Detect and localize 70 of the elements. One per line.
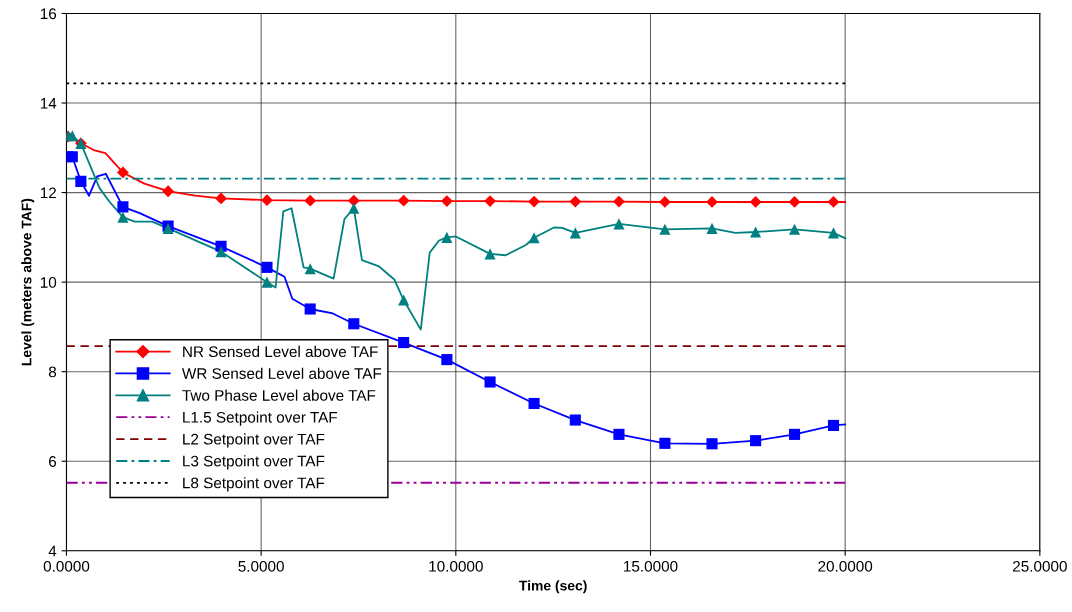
point [398,294,410,306]
point [441,354,453,366]
point [440,195,453,207]
point [304,303,316,315]
point [827,419,840,431]
point [441,231,453,243]
point [66,130,78,142]
y-tick-label: 10 [40,277,57,288]
point [788,428,801,440]
y-tick-label: 12 [40,187,56,199]
y-tick-label: 14 [40,98,57,109]
point [215,192,227,205]
point [484,195,496,207]
point [261,194,273,207]
legend-label: Two Phase Level above TAF [182,389,376,401]
point [613,195,625,208]
point [706,438,718,450]
legend-label: L8 Setpoint over TAF [183,477,325,492]
point [162,185,174,198]
point [569,195,582,208]
point [348,318,360,330]
point [215,246,227,258]
point [261,261,273,273]
legend-label: WR Sensed Level above TAF [181,367,382,379]
point [613,218,625,230]
x-tick-label: 0.0000 [43,560,90,572]
point [484,376,496,388]
point [659,223,671,235]
y-tick-label: 4 [48,545,57,557]
point [827,227,840,239]
point [788,196,801,208]
point [569,414,581,426]
point [398,337,410,349]
point [261,276,273,288]
legend-label: L1.5 Setpoint over TAF [183,411,338,426]
point [348,202,360,214]
point [659,437,671,449]
point [347,194,360,207]
point [66,151,78,163]
point [397,194,410,207]
point [827,196,840,208]
point [788,223,801,235]
legend-label: NR Sensed Level above TAF [183,345,378,358]
point [750,226,762,238]
y-tick-label: 8 [48,366,57,378]
x-tick-label: 20.0000 [818,560,873,572]
point [117,211,129,223]
point [749,196,762,208]
legend-label: L2 Setpoint over TAF [183,433,325,448]
point [750,435,762,447]
x-tick-label: 15.0000 [624,560,678,572]
point [528,195,540,208]
point [117,166,129,179]
y-tick-label: 6 [49,456,57,467]
x-axis-title: Time (sec) [519,580,587,594]
point [75,175,87,187]
legend-label: L3 Setpoint over TAF [183,455,325,470]
point [528,397,540,410]
y-tick-label: 16 [40,8,57,20]
y-axis-title: Level (meters above TAF) [21,198,35,366]
x-tick-label: 5.0000 [238,560,284,572]
point [706,222,718,234]
point [304,194,317,207]
point [528,232,540,244]
point [117,201,129,213]
point [484,248,496,260]
x-tick-label: 10.0000 [429,560,483,572]
point [613,428,625,440]
x-tick-label: 25.0000 [1013,560,1067,572]
point [659,196,671,208]
